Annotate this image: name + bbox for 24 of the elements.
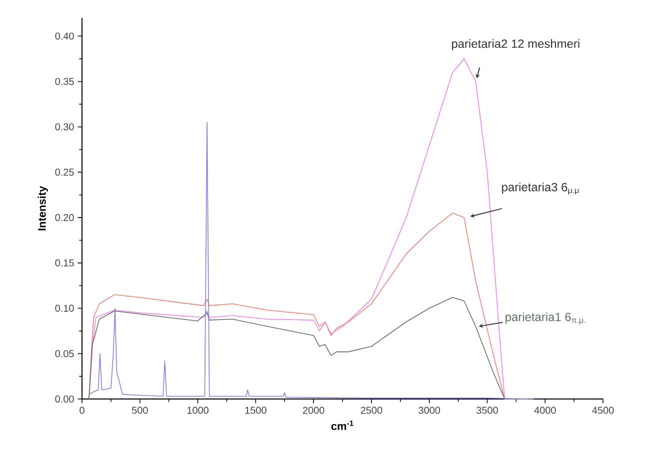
x-axis-title: cm$^{-1}$ xyxy=(331,420,354,430)
x-tick-label: 1000 xyxy=(187,406,208,414)
y-tick-label: 0.10 xyxy=(55,304,74,312)
series-label: parietaria2 12 meshmeri xyxy=(452,39,580,50)
x-tick-label: 3500 xyxy=(476,406,498,414)
x-tick-label: 2000 xyxy=(302,406,324,414)
y-tick-label: 0.40 xyxy=(55,32,74,40)
x-tick-label: 500 xyxy=(132,406,148,414)
x-tick-label: 2500 xyxy=(360,406,382,414)
y-tick-label: 0.20 xyxy=(55,214,74,222)
y-tick-label: 0.30 xyxy=(55,123,74,130)
x-tick-label: 1500 xyxy=(245,406,266,414)
x-tick-label: 0 xyxy=(80,406,84,414)
y-tick-label: 0.00 xyxy=(55,395,74,403)
x-tick-label: 3000 xyxy=(418,406,440,414)
y-tick-label: 0.25 xyxy=(55,168,74,176)
x-tick-label: 4500 xyxy=(592,406,614,414)
text: parietaria3 6$_{μ.μ}$ xyxy=(502,182,579,195)
text: parietaria1 6$_{π.μ.}$ xyxy=(506,312,586,324)
x-tick-label: 4000 xyxy=(534,406,556,414)
y-tick-label: 0.15 xyxy=(55,259,74,266)
y-axis-title: Intensity xyxy=(38,186,48,230)
y-tick-label: 0.35 xyxy=(55,78,74,86)
y-tick-label: 0.05 xyxy=(55,350,74,358)
